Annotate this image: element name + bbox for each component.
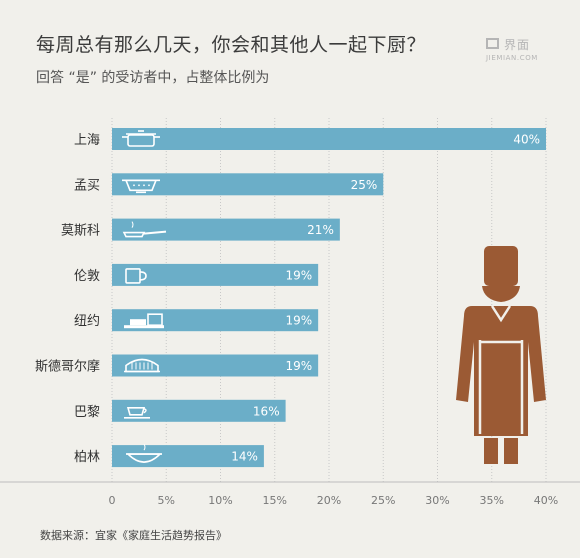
chart-title: 每周总有那么几天，你会和其他人一起下厨？ xyxy=(36,34,427,56)
frying-pan-icon xyxy=(122,221,167,238)
bar-chart: 0 5% 10% 15% 20% 25% 30% 35% 40% 上海 40% 孟买 25% 莫斯科 21%… xyxy=(0,118,580,507)
bar xyxy=(112,354,319,377)
category-label: 斯德哥尔摩 xyxy=(35,359,100,375)
bar xyxy=(112,263,319,286)
x-tick-label: 0 xyxy=(109,494,116,507)
x-tick-label: 40% xyxy=(534,494,558,507)
value-label: 19% xyxy=(285,359,312,373)
chef-icon xyxy=(456,246,546,464)
bar xyxy=(112,173,384,196)
x-tick-label: 20% xyxy=(317,494,341,507)
category-label: 巴黎 xyxy=(74,405,100,420)
x-tick-label: 30% xyxy=(425,494,449,507)
bar xyxy=(112,399,286,422)
category-label: 孟买 xyxy=(74,178,100,193)
bar xyxy=(112,128,546,150)
x-tick-label: 5% xyxy=(158,494,175,507)
x-tick-label: 35% xyxy=(480,494,504,507)
bowl-icon xyxy=(126,443,162,463)
value-label: 21% xyxy=(307,223,334,237)
pot-icon xyxy=(122,130,160,147)
teacup-icon xyxy=(124,406,150,419)
x-tick-label: 25% xyxy=(371,494,395,507)
logo-cn-text: 界面 xyxy=(504,38,531,52)
colander-icon xyxy=(122,179,160,194)
chart-subtitle: 回答 “是” 的受访者中，占整体比例为 xyxy=(36,70,270,86)
value-label: 40% xyxy=(513,133,540,147)
category-label: 伦敦 xyxy=(74,268,100,284)
x-tick-label: 10% xyxy=(208,494,232,507)
data-source: 数据来源：宜家《家庭生活趋势报告》 xyxy=(40,529,227,542)
value-label: 25% xyxy=(351,178,378,192)
jiemian-logo: 界面 JIEMIAN.COM xyxy=(486,36,550,66)
logo-en-text: JIEMIAN.COM xyxy=(486,54,538,62)
value-label: 14% xyxy=(231,450,258,464)
casserole-icon xyxy=(124,358,160,373)
mug-icon xyxy=(125,268,147,284)
dishes-icon xyxy=(124,313,164,329)
category-label: 纽约 xyxy=(74,314,100,329)
category-label: 莫斯科 xyxy=(61,224,100,239)
value-label: 19% xyxy=(285,268,312,282)
category-label: 柏林 xyxy=(74,450,100,465)
bar xyxy=(112,218,340,241)
x-tick-label: 15% xyxy=(263,494,287,507)
logo-mark-icon xyxy=(486,38,499,49)
value-label: 19% xyxy=(285,314,312,328)
value-label: 16% xyxy=(253,404,280,418)
category-label: 上海 xyxy=(74,133,100,148)
